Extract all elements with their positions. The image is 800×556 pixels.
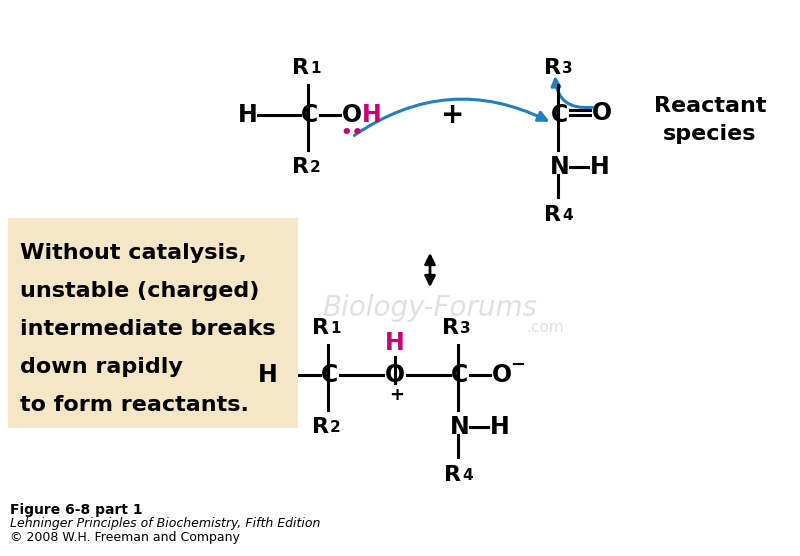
Text: H: H (362, 103, 382, 127)
Text: Reactant
species: Reactant species (654, 96, 766, 144)
Text: Lehninger Principles of Biochemistry, Fifth Edition: Lehninger Principles of Biochemistry, Fi… (10, 518, 320, 530)
Text: 3: 3 (562, 61, 573, 76)
Text: +: + (390, 386, 405, 404)
Text: intermediate breaks: intermediate breaks (20, 319, 276, 339)
Text: Biology-Forums: Biology-Forums (322, 294, 538, 322)
Text: R: R (291, 157, 309, 177)
Text: H: H (490, 415, 510, 439)
Text: N: N (450, 415, 470, 439)
Text: Without catalysis,: Without catalysis, (20, 243, 246, 263)
Text: C: C (322, 363, 338, 387)
Text: Figure 6-8 part 1: Figure 6-8 part 1 (10, 503, 142, 517)
Text: 3: 3 (460, 321, 470, 336)
Text: down rapidly: down rapidly (20, 357, 183, 377)
Text: N: N (550, 155, 570, 179)
Text: R: R (442, 318, 458, 338)
Text: H: H (258, 363, 278, 387)
Text: H: H (238, 103, 258, 127)
FancyArrowPatch shape (552, 79, 592, 108)
Text: R: R (311, 417, 329, 437)
Text: C: C (302, 103, 318, 127)
Text: 2: 2 (310, 160, 321, 175)
Text: to form reactants.: to form reactants. (20, 395, 249, 415)
Text: O: O (492, 363, 512, 387)
Text: H: H (385, 331, 405, 355)
Text: 1: 1 (330, 321, 341, 336)
Text: ••: •• (340, 124, 364, 142)
Text: −: − (510, 356, 526, 374)
Text: H: H (590, 155, 610, 179)
Text: C: C (451, 363, 469, 387)
Text: 4: 4 (562, 208, 573, 223)
Text: © 2008 W.H. Freeman and Company: © 2008 W.H. Freeman and Company (10, 532, 240, 544)
Text: R: R (443, 465, 461, 485)
Text: O: O (592, 101, 612, 125)
Text: R: R (543, 205, 561, 225)
Text: O: O (342, 103, 362, 127)
Text: unstable (charged): unstable (charged) (20, 281, 259, 301)
Text: C: C (551, 103, 569, 127)
FancyBboxPatch shape (8, 218, 298, 428)
Text: 4: 4 (462, 468, 473, 483)
Text: R: R (291, 58, 309, 78)
Text: 2: 2 (330, 420, 341, 435)
Text: R: R (311, 318, 329, 338)
Text: .com: .com (526, 320, 564, 335)
Text: +: + (442, 101, 465, 129)
Text: 1: 1 (310, 61, 321, 76)
Text: O: O (385, 363, 405, 387)
FancyArrowPatch shape (354, 99, 546, 136)
Text: R: R (543, 58, 561, 78)
